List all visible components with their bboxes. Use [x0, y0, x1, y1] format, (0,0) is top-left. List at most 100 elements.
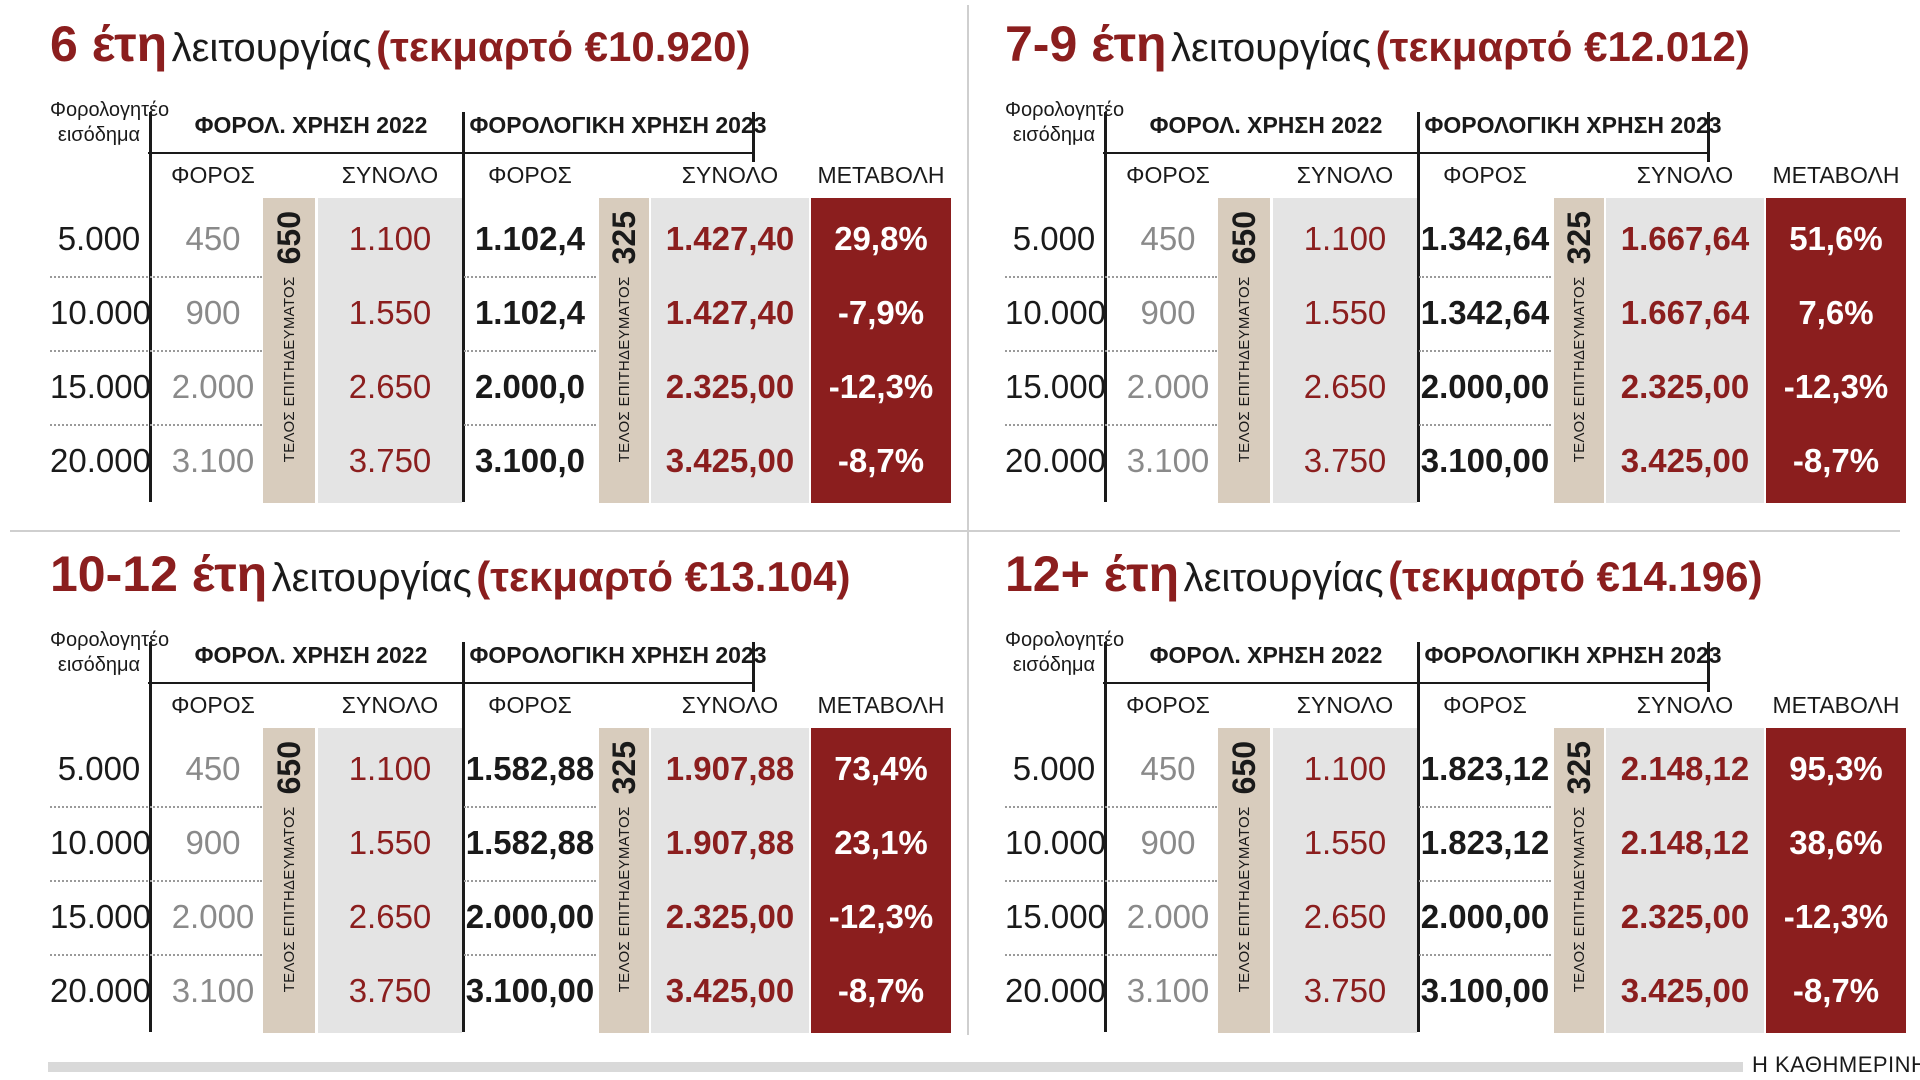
change-value: 73,4% — [834, 750, 928, 787]
total-2023-value: 2.325,00 — [665, 368, 795, 405]
column-rule — [1707, 112, 1710, 162]
income-header: Φορολογητέο εισόδημα — [50, 99, 170, 146]
table-panel: 10-12 έτη λειτουργίας (τεκμαρτό €13.104)… — [50, 530, 951, 1033]
total-2023-value: 1.907,88 — [665, 824, 795, 861]
income-value: 5.000 — [57, 220, 141, 257]
total-2022-value: 2.650 — [1303, 368, 1387, 405]
table-row: 10.000 900 1.550 1.823,12 2.148,12 38,6% — [1005, 806, 1906, 880]
total-2022-value: 1.550 — [348, 294, 432, 331]
title-estimate: (τεκμαρτό €13.104) — [476, 553, 851, 600]
row-separator — [150, 880, 262, 882]
tax-2022-value: 3.100 — [1126, 972, 1210, 1009]
tax-2023-value: 3.100,0 — [474, 442, 586, 479]
tax-2023-value: 3.100,00 — [1420, 972, 1550, 1009]
group-header-2022: ΦΟΡΟΛ. ΧΡΗΣΗ 2022 — [194, 642, 428, 668]
total-2023-value: 3.425,00 — [665, 442, 795, 479]
row-separator — [464, 954, 596, 956]
total-2023-value: 2.325,00 — [1620, 368, 1750, 405]
total-2022-value: 3.750 — [348, 972, 432, 1009]
tax-2023-value: 2.000,00 — [1420, 368, 1550, 405]
change-value: -7,9% — [837, 294, 925, 331]
row-separator — [1419, 806, 1551, 808]
table-row: 15.000 2.000 2.650 2.000,0 2.325,00 -12,3% — [50, 350, 951, 424]
table-row: 5.000 450 1.100 1.823,12 2.148,12 95,3% — [1005, 732, 1906, 806]
total-2022-value: 3.750 — [1303, 972, 1387, 1009]
total-band-2023 — [651, 198, 809, 503]
column-header-total-2023: ΣΥΝΟΛΟ — [681, 692, 779, 718]
column-header-tax-2023: ΦΟΡΟΣ — [488, 162, 572, 188]
table-row: 20.000 3.100 3.750 3.100,00 3.425,00 -8,7% — [1005, 424, 1906, 498]
change-band — [811, 198, 951, 503]
tax-2023-value: 2.000,00 — [465, 898, 595, 935]
total-2022-value: 1.550 — [1303, 824, 1387, 861]
group-header-2023: ΦΟΡΟΛΟΓΙΚΗ ΧΡΗΣΗ 2023 — [1424, 642, 1722, 668]
title-operation: λειτουργίας — [1183, 556, 1384, 600]
tax-2023-value: 1.342,64 — [1420, 220, 1550, 257]
tax-2022-value: 900 — [185, 824, 241, 861]
column-rule — [1707, 642, 1710, 692]
column-header-total-2023: ΣΥΝΟΛΟ — [681, 162, 779, 188]
tax-2023-value: 2.000,00 — [1420, 898, 1550, 935]
change-band — [811, 728, 951, 1033]
income-value: 20.000 — [50, 972, 151, 1009]
total-2022-value: 2.650 — [348, 898, 432, 935]
tax-2023-value: 2.000,0 — [474, 368, 586, 405]
vertical-divider — [967, 5, 969, 1035]
total-band-2022 — [1273, 198, 1417, 503]
bottom-bar — [48, 1062, 1743, 1072]
header-rule — [148, 152, 753, 154]
row-separator — [1105, 954, 1217, 956]
table-row: 5.000 450 1.100 1.342,64 1.667,64 51,6% — [1005, 202, 1906, 276]
total-2022-value: 3.750 — [348, 442, 432, 479]
panel-title: 10-12 έτη λειτουργίας (τεκμαρτό €13.104) — [50, 544, 851, 608]
income-value: 15.000 — [1005, 898, 1106, 935]
change-value: 38,6% — [1789, 824, 1883, 861]
panel-title: 6 έτη λειτουργίας (τεκμαρτό €10.920) — [50, 14, 750, 78]
tax-2022-value: 450 — [1140, 750, 1196, 787]
tax-2023-value: 1.342,64 — [1420, 294, 1550, 331]
change-value: -8,7% — [1792, 972, 1880, 1009]
row-separator — [50, 880, 148, 882]
table-row: 10.000 900 1.550 1.582,88 1.907,88 23,1% — [50, 806, 951, 880]
row-separator — [1419, 276, 1551, 278]
total-2022-value: 2.650 — [348, 368, 432, 405]
total-2023-value: 3.425,00 — [665, 972, 795, 1009]
tax-2022-value: 3.100 — [171, 972, 255, 1009]
tax-2023-value: 1.582,88 — [465, 824, 595, 861]
table-row: 5.000 450 1.100 1.102,4 1.427,40 29,8% — [50, 202, 951, 276]
tax-2023-value: 3.100,00 — [1420, 442, 1550, 479]
row-separator — [1005, 424, 1103, 426]
table-row: 5.000 450 1.100 1.582,88 1.907,88 73,4% — [50, 732, 951, 806]
change-value: 23,1% — [834, 824, 928, 861]
change-value: 7,6% — [1798, 294, 1874, 331]
table-row: 20.000 3.100 3.750 3.100,0 3.425,00 -8,7% — [50, 424, 951, 498]
row-separator — [1005, 350, 1103, 352]
column-header-change: ΜΕΤΑΒΟΛΗ — [1772, 692, 1900, 718]
row-separator — [1419, 880, 1551, 882]
total-2023-value: 2.325,00 — [1620, 898, 1750, 935]
title-operation: λειτουργίας — [271, 556, 472, 600]
column-header-tax-2023: ΦΟΡΟΣ — [488, 692, 572, 718]
total-2022-value: 1.100 — [348, 750, 432, 787]
total-2022-value: 2.650 — [1303, 898, 1387, 935]
total-band-2022 — [318, 198, 462, 503]
row-separator — [50, 350, 148, 352]
group-header-2023: ΦΟΡΟΛΟΓΙΚΗ ΧΡΗΣΗ 2023 — [469, 112, 767, 138]
table-row: 10.000 900 1.550 1.342,64 1.667,64 7,6% — [1005, 276, 1906, 350]
total-2022-value: 1.100 — [348, 220, 432, 257]
change-value: -12,3% — [828, 368, 934, 405]
row-separator — [1419, 350, 1551, 352]
total-2023-value: 2.325,00 — [665, 898, 795, 935]
panel-title: 7-9 έτη λειτουργίας (τεκμαρτό €12.012) — [1005, 14, 1750, 78]
total-2023-value: 2.148,12 — [1620, 750, 1750, 787]
column-header-tax-2023: ΦΟΡΟΣ — [1443, 692, 1527, 718]
column-header-tax-2022: ΦΟΡΟΣ — [171, 162, 255, 188]
total-2022-value: 1.100 — [1303, 220, 1387, 257]
row-separator — [464, 806, 596, 808]
column-header-total-2023: ΣΥΝΟΛΟ — [1636, 162, 1734, 188]
fee-band-2022 — [263, 198, 315, 503]
income-value: 20.000 — [1005, 972, 1106, 1009]
row-separator — [464, 880, 596, 882]
column-header-total-2022: ΣΥΝΟΛΟ — [341, 162, 439, 188]
fee-band-2023 — [599, 198, 649, 503]
